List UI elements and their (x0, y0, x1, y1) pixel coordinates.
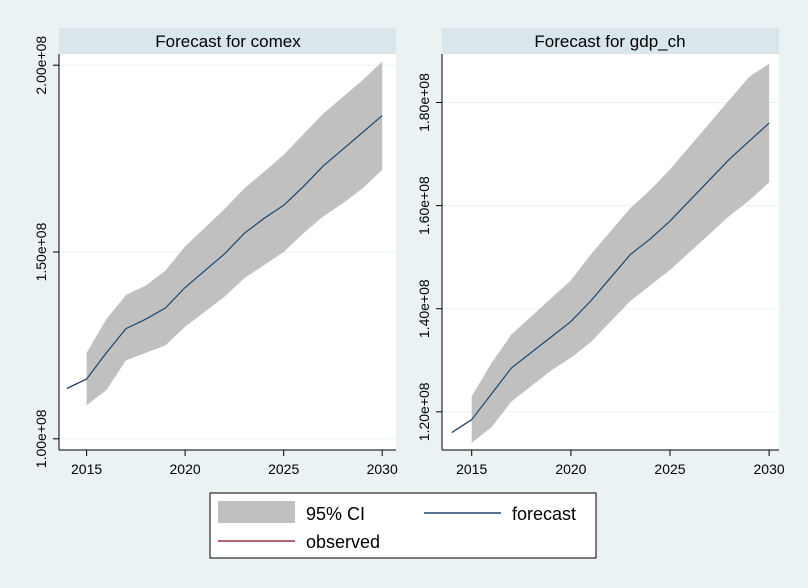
legend-label-observed: observed (306, 532, 380, 552)
y-tick-label: 1.40e+08 (416, 279, 432, 338)
legend-label-forecast: forecast (512, 504, 576, 524)
forecast-line (66, 115, 383, 389)
y-tick-label: 1.60e+08 (416, 176, 432, 235)
x-axis-ticks: 2015 2020 2025 2030 (71, 450, 398, 477)
legend: 95% CI forecast observed (209, 492, 597, 559)
x-tick-label: 2025 (268, 461, 299, 477)
legend-swatch-band (218, 501, 295, 523)
x-tick-label: 2030 (754, 461, 785, 477)
legend-label-ci: 95% CI (306, 504, 365, 524)
x-tick-label: 2020 (555, 461, 586, 477)
y-axis-ticks: 1.00e+08 1.50e+08 2.00e+08 (33, 36, 59, 468)
y-axis-ticks: 1.20e+08 1.40e+08 1.60e+08 1.80e+08 (416, 73, 442, 441)
panel-comex: Forecast for comex 1.00e+08 1.50e+08 2.00e… (33, 28, 398, 477)
x-tick-label: 2030 (367, 461, 398, 477)
x-tick-label: 2025 (654, 461, 685, 477)
series (66, 61, 383, 406)
y-tick-label: 1.20e+08 (416, 382, 432, 441)
panel-title-strip (442, 28, 779, 54)
panel-title: Forecast for gdp_ch (534, 32, 685, 51)
panel-gdp-ch: Forecast for gdp_ch 1.20e+08 1.40e+08 1.60… (416, 28, 785, 477)
x-tick-label: 2020 (170, 461, 201, 477)
y-tick-label: 2.00e+08 (33, 36, 49, 95)
y-tick-label: 1.00e+08 (33, 409, 49, 468)
x-axis-ticks: 2015 2020 2025 2030 (456, 450, 785, 477)
panel-title: Forecast for comex (155, 32, 301, 51)
x-tick-label: 2015 (456, 461, 487, 477)
forecast-line (451, 122, 770, 434)
x-tick-label: 2015 (71, 461, 102, 477)
ci-band (86, 61, 383, 406)
series (451, 63, 770, 443)
y-tick-label: 1.50e+08 (33, 222, 49, 281)
panel-title-strip (59, 28, 396, 54)
ci-band (471, 63, 770, 443)
y-tick-label: 1.80e+08 (416, 73, 432, 132)
